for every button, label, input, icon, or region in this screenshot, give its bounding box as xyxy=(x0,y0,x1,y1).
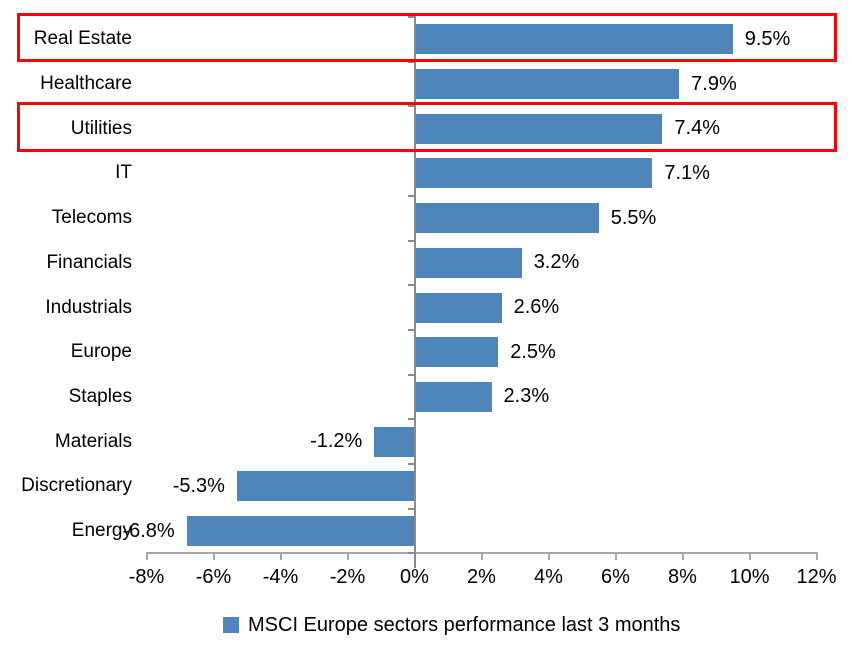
x-axis-tick xyxy=(547,552,550,560)
y-axis-tick xyxy=(407,373,414,376)
y-axis-tick xyxy=(407,239,414,242)
y-axis-tick xyxy=(407,284,414,287)
category-label-materials: Materials xyxy=(54,430,132,452)
value-label-industrials: 2.6% xyxy=(513,296,560,319)
y-axis-tick xyxy=(407,552,414,555)
category-label-discretionary: Discretionary xyxy=(21,475,132,497)
legend-label: MSCI Europe sectors performance last 3 m… xyxy=(248,613,681,636)
category-label-it: IT xyxy=(115,162,132,184)
x-axis-tick xyxy=(614,552,617,560)
bar-materials xyxy=(374,426,415,457)
category-label-staples: Staples xyxy=(68,385,132,407)
value-label-real-estate: 9.5% xyxy=(744,27,791,50)
x-axis-tick xyxy=(815,552,818,560)
bar-it xyxy=(414,158,653,189)
value-label-telecoms: 5.5% xyxy=(610,206,657,229)
x-axis-tick-label: 12% xyxy=(796,566,837,588)
bar-telecoms xyxy=(414,203,599,234)
category-label-europe: Europe xyxy=(70,341,132,363)
bar-staples xyxy=(414,381,492,412)
category-label-financials: Financials xyxy=(46,251,132,273)
category-label-energy: Energy xyxy=(71,520,132,542)
value-label-materials: -1.2% xyxy=(310,430,363,453)
x-axis-tick-label: -8% xyxy=(128,566,165,588)
y-axis-tick xyxy=(407,105,414,108)
y-axis-tick xyxy=(407,16,414,18)
value-label-europe: 2.5% xyxy=(510,340,556,363)
value-label-utilities: 7.4% xyxy=(674,117,720,140)
x-axis-tick-label: 10% xyxy=(729,566,770,588)
bar-healthcare xyxy=(414,69,680,100)
x-axis-tick-label: -6% xyxy=(195,566,232,588)
x-axis-tick-label: -4% xyxy=(262,566,299,588)
bar-real-estate xyxy=(414,24,733,55)
x-axis-tick-label: -2% xyxy=(329,566,366,588)
bar-financials xyxy=(414,247,522,278)
x-axis-tick xyxy=(681,552,684,560)
value-label-financials: 3.2% xyxy=(533,251,580,274)
x-axis-tick xyxy=(346,552,349,560)
value-label-healthcare: 7.9% xyxy=(691,72,737,95)
bar-industrials xyxy=(414,292,502,323)
y-axis-tick xyxy=(407,328,414,331)
x-axis-tick-label: 4% xyxy=(534,566,563,588)
x-axis-tick-label: 2% xyxy=(467,566,496,588)
legend: MSCI Europe sectors performance last 3 m… xyxy=(223,612,680,638)
x-axis-tick-label: 8% xyxy=(668,566,697,588)
category-label-utilities: Utilities xyxy=(70,117,132,139)
category-label-industrials: Industrials xyxy=(45,296,132,318)
highlight-box-utilities xyxy=(17,102,837,152)
y-axis-tick xyxy=(407,507,414,510)
x-axis-tick-label: 0% xyxy=(400,566,429,588)
legend-marker-icon xyxy=(223,617,239,633)
y-axis-tick xyxy=(407,463,414,465)
x-axis-tick-label: 6% xyxy=(601,566,630,588)
y-axis-tick xyxy=(407,418,414,421)
x-axis-tick xyxy=(748,552,751,560)
category-label-real-estate: Real Estate xyxy=(33,28,132,50)
bar-discretionary xyxy=(236,471,415,502)
y-axis-tick xyxy=(407,194,414,197)
x-axis-tick xyxy=(480,552,483,560)
value-label-it: 7.1% xyxy=(664,161,710,184)
x-axis-tick xyxy=(279,552,282,560)
y-axis-line xyxy=(413,15,416,568)
category-label-telecoms: Telecoms xyxy=(51,207,132,229)
x-axis-tick xyxy=(212,552,215,560)
value-label-discretionary: -5.3% xyxy=(172,474,225,497)
bar-europe xyxy=(414,337,499,368)
bar-utilities xyxy=(414,113,663,144)
bar-energy xyxy=(186,516,415,547)
category-label-healthcare: Healthcare xyxy=(40,73,132,95)
value-label-staples: 2.3% xyxy=(503,385,550,408)
x-axis-tick xyxy=(145,552,148,560)
highlight-box-real-estate xyxy=(17,13,837,63)
value-label-energy: -6.8% xyxy=(122,519,175,542)
